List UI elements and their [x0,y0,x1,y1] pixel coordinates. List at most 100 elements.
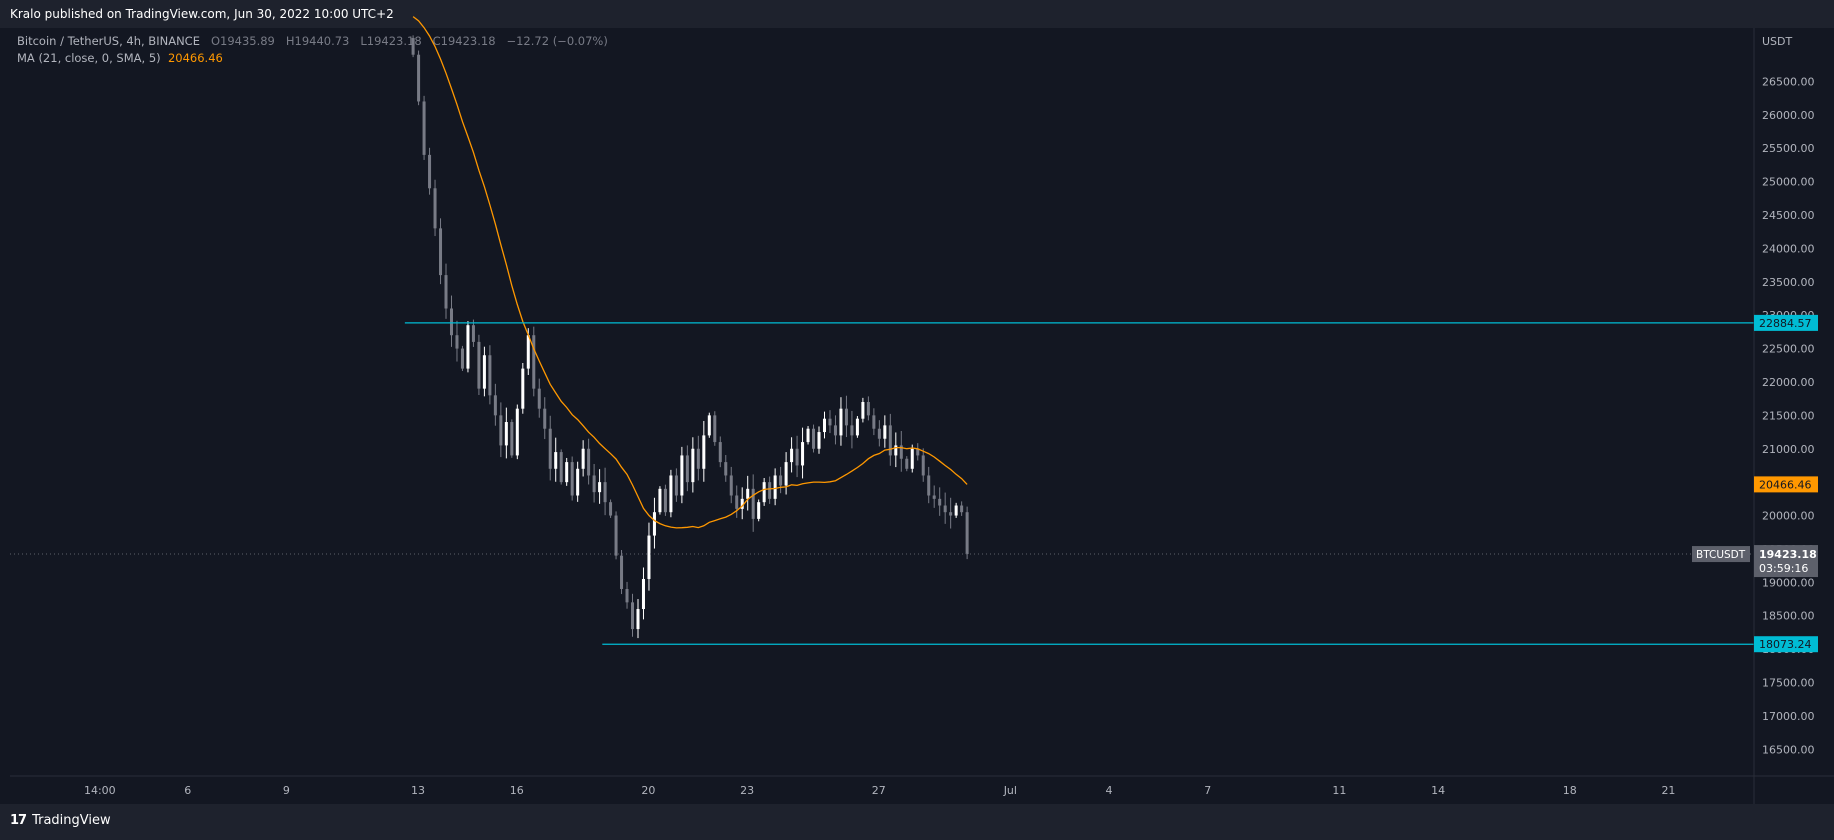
x-tick-label: 18 [1563,784,1577,797]
candle [850,410,854,449]
candle [735,485,739,518]
candle [910,444,914,473]
price-tags-layer: 22884.57 18073.24 20466.46 19423.1803:59:16… [1692,314,1818,653]
y-tick-label: 22000.00 [1762,376,1815,389]
candle-body [428,154,432,189]
currency-label: USDT [1762,35,1793,48]
candle [592,463,596,503]
candle [669,469,673,518]
legend-ma-row: MA (21, close, 0, SMA, 5) 20466.46 [17,50,608,67]
candle [855,416,859,438]
candle [779,466,783,494]
candle [729,466,733,504]
tradingview-brand-label: TradingView [32,813,111,828]
candle [806,426,810,445]
candle [614,511,618,560]
candle-body [960,505,964,513]
tradingview-brand[interactable]: 17 TradingView [10,813,111,828]
candle-body [477,341,481,389]
x-tick-label: 11 [1332,784,1346,797]
candle [652,497,656,549]
last-price-tag-bg [1754,545,1818,578]
candle-body [949,512,953,516]
legend-symbol[interactable]: Bitcoin / TetherUS, 4h, BINANCE [17,34,200,48]
candle [532,326,536,397]
candle-body [927,475,931,496]
candle [521,362,525,414]
candle [455,320,459,362]
candle [888,413,892,466]
candle [817,426,821,454]
candle [702,420,706,482]
candle-body [504,422,508,446]
y-tick-label: 24000.00 [1762,242,1815,255]
y-tick-label: 24500.00 [1762,209,1815,222]
last-price-value: 19423.18 [1759,548,1817,561]
candle [751,474,755,532]
candle-body [510,422,514,456]
price-axis[interactable]: USDT16500.0017000.0017500.0018000.001850… [1753,28,1815,804]
tradingview-logo-icon: 17 [10,813,27,828]
legend-ma-label[interactable]: MA (21, close, 0, SMA, 5) [17,51,161,65]
candle-body [444,275,448,309]
candle-body [806,428,810,443]
candle [872,408,876,436]
candle [663,484,667,516]
candle-body [460,348,464,369]
symbol-tag-bg [1692,546,1750,563]
candle-body [598,482,602,493]
candle-body [521,368,525,409]
level-price-tag-bg [1754,314,1818,331]
candle-body [784,462,788,486]
price-chart[interactable]: USDT16500.0017000.0017500.0018000.001850… [0,0,1834,804]
candle [576,461,580,502]
candle [762,478,766,506]
candle-body [888,425,892,456]
candle-body [751,488,755,519]
candle-body [652,512,656,536]
candle [965,506,969,560]
ma-line [412,16,968,529]
candle-body [449,308,454,336]
candle-body [954,505,958,516]
candle [828,410,832,434]
candle-body [663,488,667,513]
symbol-tag-text: BTCUSDT [1696,549,1746,561]
candle [422,95,426,160]
candle [482,346,486,397]
ma-price-tag-text: 20466.46 [1759,478,1812,491]
y-tick-label: 21500.00 [1762,409,1815,422]
time-axis[interactable]: 14:00 6 9 13 16 20 23 27 Jul 4 7 11 14 18 21 [10,775,1834,797]
x-tick-label: 16 [510,784,524,797]
candle [515,404,519,460]
candle-body [861,402,865,419]
y-tick-label: 26500.00 [1762,75,1815,88]
candle [631,593,635,637]
candle [658,486,662,515]
candle-body [790,448,794,463]
candle [460,345,464,372]
candle-body [433,188,437,229]
candle [411,35,415,58]
candle-body [641,578,645,610]
x-tick-label: 6 [184,784,191,797]
candle-body [916,448,920,456]
level-price-tag: 18073.24 [1754,636,1818,653]
y-tick-label: 19000.00 [1762,576,1815,589]
candle-body [581,448,585,469]
y-tick-label: 26000.00 [1762,109,1815,122]
x-tick-label: 13 [411,784,425,797]
candle [439,218,443,285]
candle [784,452,788,495]
candle [609,499,613,518]
candle [844,395,848,438]
candle-body [587,448,591,476]
candle-body [691,448,695,483]
candle-body [850,425,854,436]
candle [559,449,563,485]
x-tick-label: 20 [641,784,655,797]
ma-price-tag: 20466.46 [1754,476,1818,493]
candle-body [466,325,470,369]
candle [877,420,881,447]
candle [570,456,574,501]
